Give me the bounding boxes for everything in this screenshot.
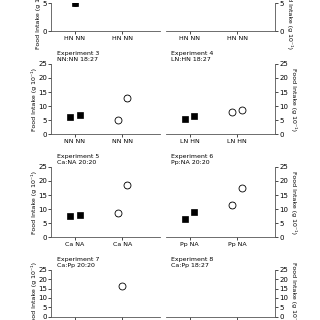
Y-axis label: Food Intake (g 10⁻¹): Food Intake (g 10⁻¹): [291, 68, 297, 131]
Y-axis label: Food Intake (g 10⁻¹): Food Intake (g 10⁻¹): [31, 171, 37, 234]
Text: Experiment 5
Ca:NA 20:20: Experiment 5 Ca:NA 20:20: [57, 154, 99, 165]
Text: Experiment 3
NN:NN 18:27: Experiment 3 NN:NN 18:27: [57, 51, 99, 62]
Text: Experiment 8
Ca:Pp 18:27: Experiment 8 Ca:Pp 18:27: [172, 257, 214, 268]
Y-axis label: Food Intake (g 10⁻¹): Food Intake (g 10⁻¹): [291, 262, 297, 320]
Y-axis label: Food Intake (g 10⁻¹): Food Intake (g 10⁻¹): [287, 0, 293, 49]
Y-axis label: Food Intake (g 10⁻¹): Food Intake (g 10⁻¹): [31, 68, 37, 131]
Y-axis label: Food Intake (g 10⁻¹): Food Intake (g 10⁻¹): [31, 262, 37, 320]
Text: Experiment 4
LN:HN 18:27: Experiment 4 LN:HN 18:27: [172, 51, 214, 62]
Y-axis label: Food Intake (g 10⁻¹): Food Intake (g 10⁻¹): [291, 171, 297, 234]
Text: Experiment 7
Ca:Pp 20:20: Experiment 7 Ca:Pp 20:20: [57, 257, 99, 268]
Text: Experiment 6
Pp:NA 20:20: Experiment 6 Pp:NA 20:20: [172, 154, 214, 165]
Y-axis label: Food Intake (g 10⁻¹): Food Intake (g 10⁻¹): [35, 0, 41, 49]
